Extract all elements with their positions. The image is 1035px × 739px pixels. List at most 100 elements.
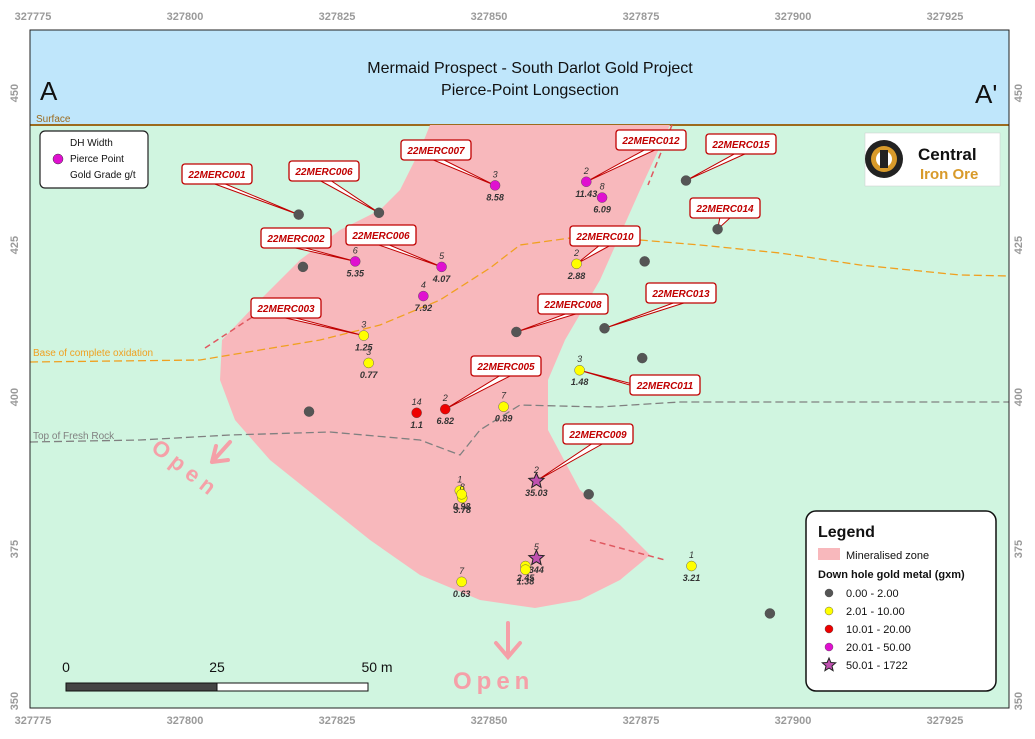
x-tick-top: 327800 <box>167 11 204 23</box>
x-tick-top: 327900 <box>775 11 812 23</box>
hole-label-box <box>260 227 332 249</box>
sky-band <box>30 30 1009 125</box>
hole-label-box <box>400 139 472 161</box>
zone-extension-bottom <box>589 539 666 561</box>
map-title-line1: Mermaid Prospect - South Darlot Gold Pro… <box>367 60 693 77</box>
surface-label: Surface <box>36 114 71 125</box>
logo-line1: Central <box>918 145 977 164</box>
x-tick-top: 327825 <box>319 11 356 23</box>
legend-zone-label: Mineralised zone <box>846 550 929 562</box>
pierce-grade: 1.25 <box>355 343 374 353</box>
legend-box <box>805 510 997 692</box>
pierce-point <box>637 352 648 364</box>
pierce-point <box>571 258 582 270</box>
central-iron-ore-logo: Central Iron Ore <box>864 132 1001 187</box>
section-end-label: A' <box>975 79 997 109</box>
pierce-point <box>297 261 309 273</box>
hole-label-box <box>181 163 253 185</box>
y-tick-right: 450 <box>1013 84 1025 102</box>
legend-class-label: 10.01 - 20.00 <box>846 624 911 636</box>
oxidation-label: Base of complete oxidation <box>33 348 153 359</box>
key-width-label: DH Width <box>70 138 113 149</box>
y-tick-left: 400 <box>9 388 21 406</box>
symbol-key-box <box>39 130 149 189</box>
pierce-width: 8 <box>460 482 465 492</box>
x-tick-top: 327850 <box>471 11 508 23</box>
pierce-width: 4 <box>421 280 426 290</box>
pierce-grade: 1.38 <box>517 577 535 587</box>
pierce-point <box>583 489 594 500</box>
pierce-width: 7 <box>459 566 465 576</box>
pierce-grade: 0.63 <box>453 589 471 599</box>
hole-label: 22MERC006 <box>294 167 353 178</box>
pierce-grade: 3.21 <box>683 573 701 583</box>
hole-label-box <box>569 225 641 247</box>
oxidation-line <box>29 237 1010 363</box>
pierce-grade: 0.89 <box>495 414 513 424</box>
legend-symbol <box>824 642 834 652</box>
pierce-grade: 344 <box>529 565 544 575</box>
pierce-width: 2 <box>533 465 539 475</box>
legend-zone-swatch <box>818 548 840 560</box>
pierce-point <box>440 403 451 415</box>
y-tick-right: 350 <box>1013 692 1025 710</box>
fresh-rock-label: Top of Fresh Rock <box>33 431 115 442</box>
pierce-width: 6 <box>353 245 358 255</box>
y-tick-right: 400 <box>1013 388 1025 406</box>
pierce-point <box>363 357 374 369</box>
pierce-point <box>436 261 447 273</box>
hole-label: 22MERC005 <box>476 362 535 373</box>
pierce-point <box>511 326 522 338</box>
pierce-grade: 0.98 <box>453 501 471 511</box>
x-axis-bottom: 327775 327800 327825 327850 327875 327900 3279… <box>15 715 964 727</box>
pierce-grade: 11.43 <box>575 189 597 199</box>
zone-extension-left <box>204 311 261 349</box>
hole-label-box <box>345 224 417 246</box>
hole-label-box <box>615 129 687 151</box>
pierce-width: 2 <box>442 393 448 403</box>
pierce-grade: 8.58 <box>486 192 504 202</box>
legend-symbol <box>824 588 834 598</box>
hole-label-box <box>288 160 360 182</box>
y-tick-left: 450 <box>9 84 21 102</box>
legend-symbol <box>824 624 834 634</box>
y-tick-left: 425 <box>9 236 21 254</box>
x-tick-bottom: 327825 <box>319 715 356 727</box>
legend-classes: 0.00 - 2.00 2.01 - 10.00 10.01 - 20.00 20.0… <box>821 588 911 672</box>
y-tick-left: 350 <box>9 692 21 710</box>
pierce-width: 14 <box>412 397 422 407</box>
pierce-point <box>764 608 776 619</box>
x-tick-bottom: 327775 <box>15 715 52 727</box>
logo-line2: Iron Ore <box>920 166 978 183</box>
fresh-rock-line <box>29 401 1009 456</box>
pierce-point <box>293 209 304 220</box>
hole-label-box <box>470 355 542 377</box>
legend: Legend Mineralised zone Down hole gold m… <box>805 510 997 692</box>
pierce-point-star <box>527 471 546 489</box>
scale-label-0: 0 <box>62 659 70 675</box>
scale-label-50: 50 m <box>361 659 392 675</box>
pierce-point <box>520 564 531 575</box>
pierce-points: 38.58211.4386.0965.3554.0747.9222.8831.2… <box>293 166 776 619</box>
x-tick-bottom: 327875 <box>623 715 660 727</box>
hole-label-box <box>705 133 777 155</box>
pierce-grade: 7.92 <box>415 303 433 313</box>
hole-label: 22MERC002 <box>266 234 325 245</box>
x-tick-top: 327875 <box>623 11 660 23</box>
pierce-width: 3 <box>366 347 371 357</box>
key-pierce-label: Pierce Point <box>70 154 124 165</box>
pierce-width: 2 <box>583 166 589 176</box>
hole-label: 22MERC007 <box>406 146 465 157</box>
pierce-grade: 5.35 <box>346 268 365 278</box>
pierce-grade: 6.09 <box>593 205 611 215</box>
x-tick-bottom: 327850 <box>471 715 508 727</box>
pierce-grade: 1.48 <box>571 377 589 387</box>
pierce-point <box>373 207 385 218</box>
hole-labels: 22MERC001 22MERC006 22MERC007 22MERC012 22ME… <box>181 129 777 445</box>
pierce-grade: 1.1 <box>410 420 423 430</box>
hole-label: 22MERC012 <box>621 136 680 147</box>
y-tick-right: 375 <box>1013 540 1025 558</box>
pierce-point <box>456 576 467 588</box>
y-tick-right: 425 <box>1013 236 1025 254</box>
